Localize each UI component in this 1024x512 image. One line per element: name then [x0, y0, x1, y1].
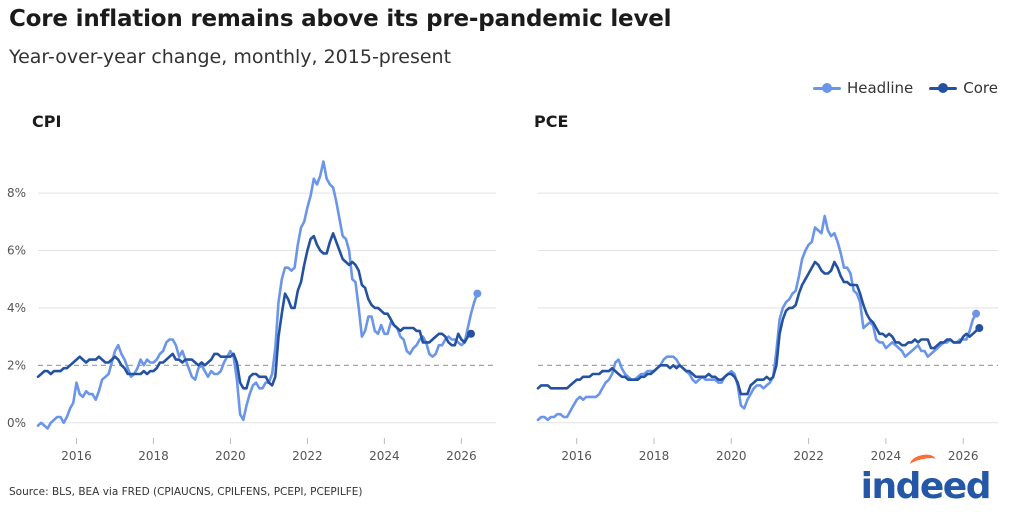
- cpi-series-core-end-point: [466, 329, 475, 338]
- cpi-y-tick-label: 0%: [7, 416, 26, 430]
- pce-series-headline-end-point: [972, 309, 981, 318]
- cpi-y-tick-label: 2%: [7, 358, 26, 372]
- chart-subtitle: Year-over-year change, monthly, 2015-pre…: [9, 46, 452, 68]
- pce-series-headline-line: [536, 214, 978, 422]
- cpi-x-tick-label: 2026: [446, 449, 477, 463]
- cpi-series-core-line: [36, 232, 473, 390]
- panel-title-cpi: CPI: [32, 112, 62, 131]
- chart-title: Core inflation remains above its pre-pan…: [9, 6, 672, 32]
- legend-label-headline: Headline: [846, 79, 914, 97]
- legend-swatch-core: [929, 81, 958, 95]
- cpi-x-tick-label: 2024: [369, 449, 400, 463]
- cpi-x-tick-label: 2018: [138, 449, 169, 463]
- pce-series-core-end-point: [975, 324, 984, 333]
- source-note: Source: BLS, BEA via FRED (CPIAUCNS, CPI…: [9, 486, 363, 498]
- pce-x-tick-label: 2016: [561, 449, 592, 463]
- panel-title-pce: PCE: [534, 112, 569, 131]
- legend-item-core: Core: [929, 79, 998, 97]
- cpi-y-tick-label: 8%: [7, 186, 26, 200]
- legend-swatch-headline: [812, 81, 841, 95]
- legend: Headline Core: [797, 79, 998, 97]
- cpi-x-tick-label: 2022: [292, 449, 323, 463]
- cpi-x-tick-label: 2016: [61, 449, 92, 463]
- pce-x-tick-label: 2020: [716, 449, 747, 463]
- pce-series-core-line: [536, 260, 981, 396]
- cpi-y-tick-label: 4%: [7, 301, 26, 315]
- indeed-logo: indeed: [860, 466, 992, 507]
- pce-x-tick-label: 2018: [639, 449, 670, 463]
- cpi-x-tick-label: 2020: [215, 449, 246, 463]
- pce-x-tick-label: 2022: [793, 449, 824, 463]
- legend-item-headline: Headline: [812, 79, 914, 97]
- legend-label-core: Core: [963, 79, 998, 97]
- cpi-y-tick-label: 6%: [7, 243, 26, 257]
- cpi-series-headline-end-point: [473, 289, 482, 298]
- pce-x-tick-label: 2026: [948, 449, 979, 463]
- pce-x-tick-label: 2024: [871, 449, 902, 463]
- cpi-series-headline-line: [36, 160, 479, 430]
